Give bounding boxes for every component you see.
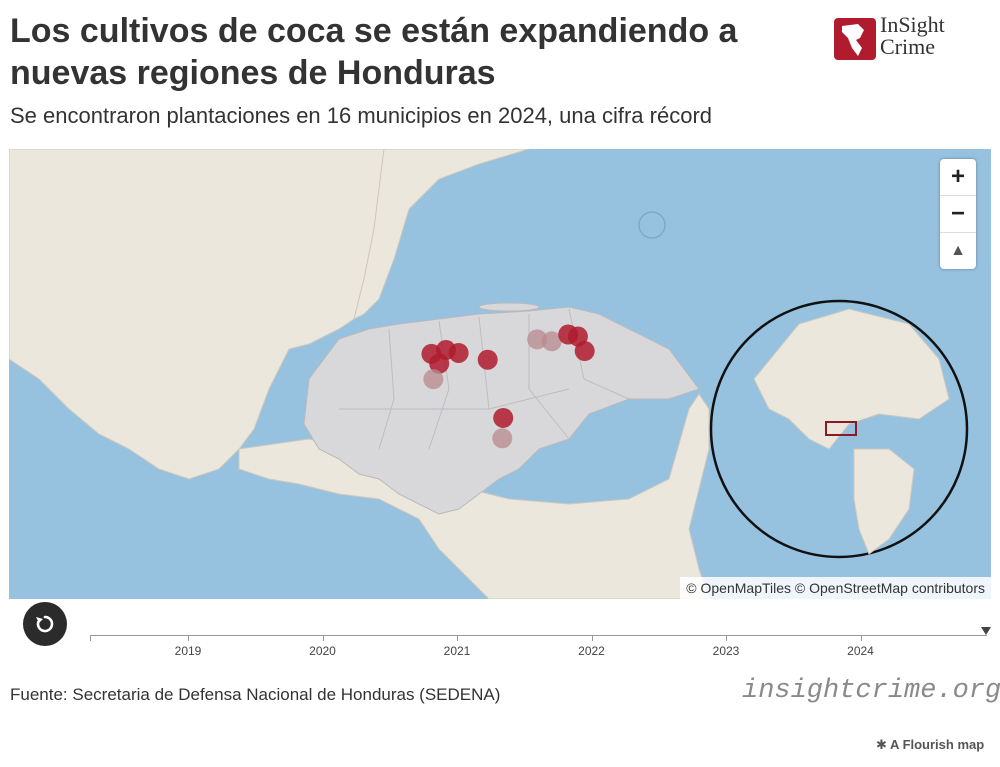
timeline-year-label: 2019 [174,644,202,658]
timeline-tick [591,635,593,641]
watermark: insightcrime.org [742,676,1000,706]
map-attribution[interactable]: © OpenMapTiles © OpenStreetMap contribut… [680,577,991,599]
map-canvas[interactable]: + − ▲ © OpenMapTiles © OpenStreetMap con… [9,149,991,599]
timeline-tick [188,635,190,641]
coca-marker[interactable] [492,428,513,449]
coca-marker[interactable] [493,407,514,428]
page-title: Los cultivos de coca se están expandiend… [10,12,738,92]
timeline-tick [726,635,728,641]
zoom-in-button[interactable]: + [940,159,976,196]
flourish-credit[interactable]: ✱ A Flourish map [876,737,984,753]
timeline-tick [90,635,91,641]
land-yucatan [353,149,530,320]
logo-line-1: InSight [880,12,945,37]
flourish-label: A Flourish map [890,737,985,752]
coca-marker[interactable] [527,329,548,350]
timeline-year-label: 2022 [578,644,605,658]
timeline-tick [457,635,459,641]
coca-marker[interactable] [477,349,498,370]
bay-islands [478,302,540,312]
timeline-year-label: 2021 [443,644,471,658]
page-subtitle: Se encontraron plantaciones en 16 munici… [10,103,713,128]
coca-marker[interactable] [423,369,444,390]
timeline-handle[interactable] [981,627,991,635]
compass-icon[interactable]: ▲ [950,242,966,259]
timeline-year-label: 2020 [309,644,336,658]
timeline-tick [860,635,862,641]
source-note: Fuente: Secretaria de Defensa Nacional d… [10,685,501,704]
coca-marker[interactable] [541,331,562,352]
replay-icon [36,615,54,633]
swan-islands-outline [638,211,666,239]
timeline-year-label: 2023 [712,644,740,658]
honduras-locator-box [825,421,857,436]
coca-marker[interactable] [574,341,595,362]
insight-crime-logo[interactable]: InSight Crime [834,14,974,64]
coca-markers [421,324,595,449]
logo-text: InSight Crime [880,14,945,58]
americas-map-icon [834,18,876,60]
timeline-axis [90,635,987,636]
zoom-out-button[interactable]: − [940,196,976,233]
timeline-tick [322,635,324,641]
map-basemap [9,149,991,599]
coca-marker[interactable] [429,353,450,374]
timeline-slider[interactable]: 2019 2020 2021 2022 2023 2024 [90,625,991,665]
globe-inset [709,299,969,559]
timeline-year-label: 2024 [847,644,874,658]
zoom-controls: + − ▲ [940,159,976,269]
coca-marker[interactable] [448,342,469,363]
logo-line-2: Crime [880,34,935,59]
replay-button[interactable] [23,602,67,646]
flourish-icon: ✱ [876,737,887,752]
